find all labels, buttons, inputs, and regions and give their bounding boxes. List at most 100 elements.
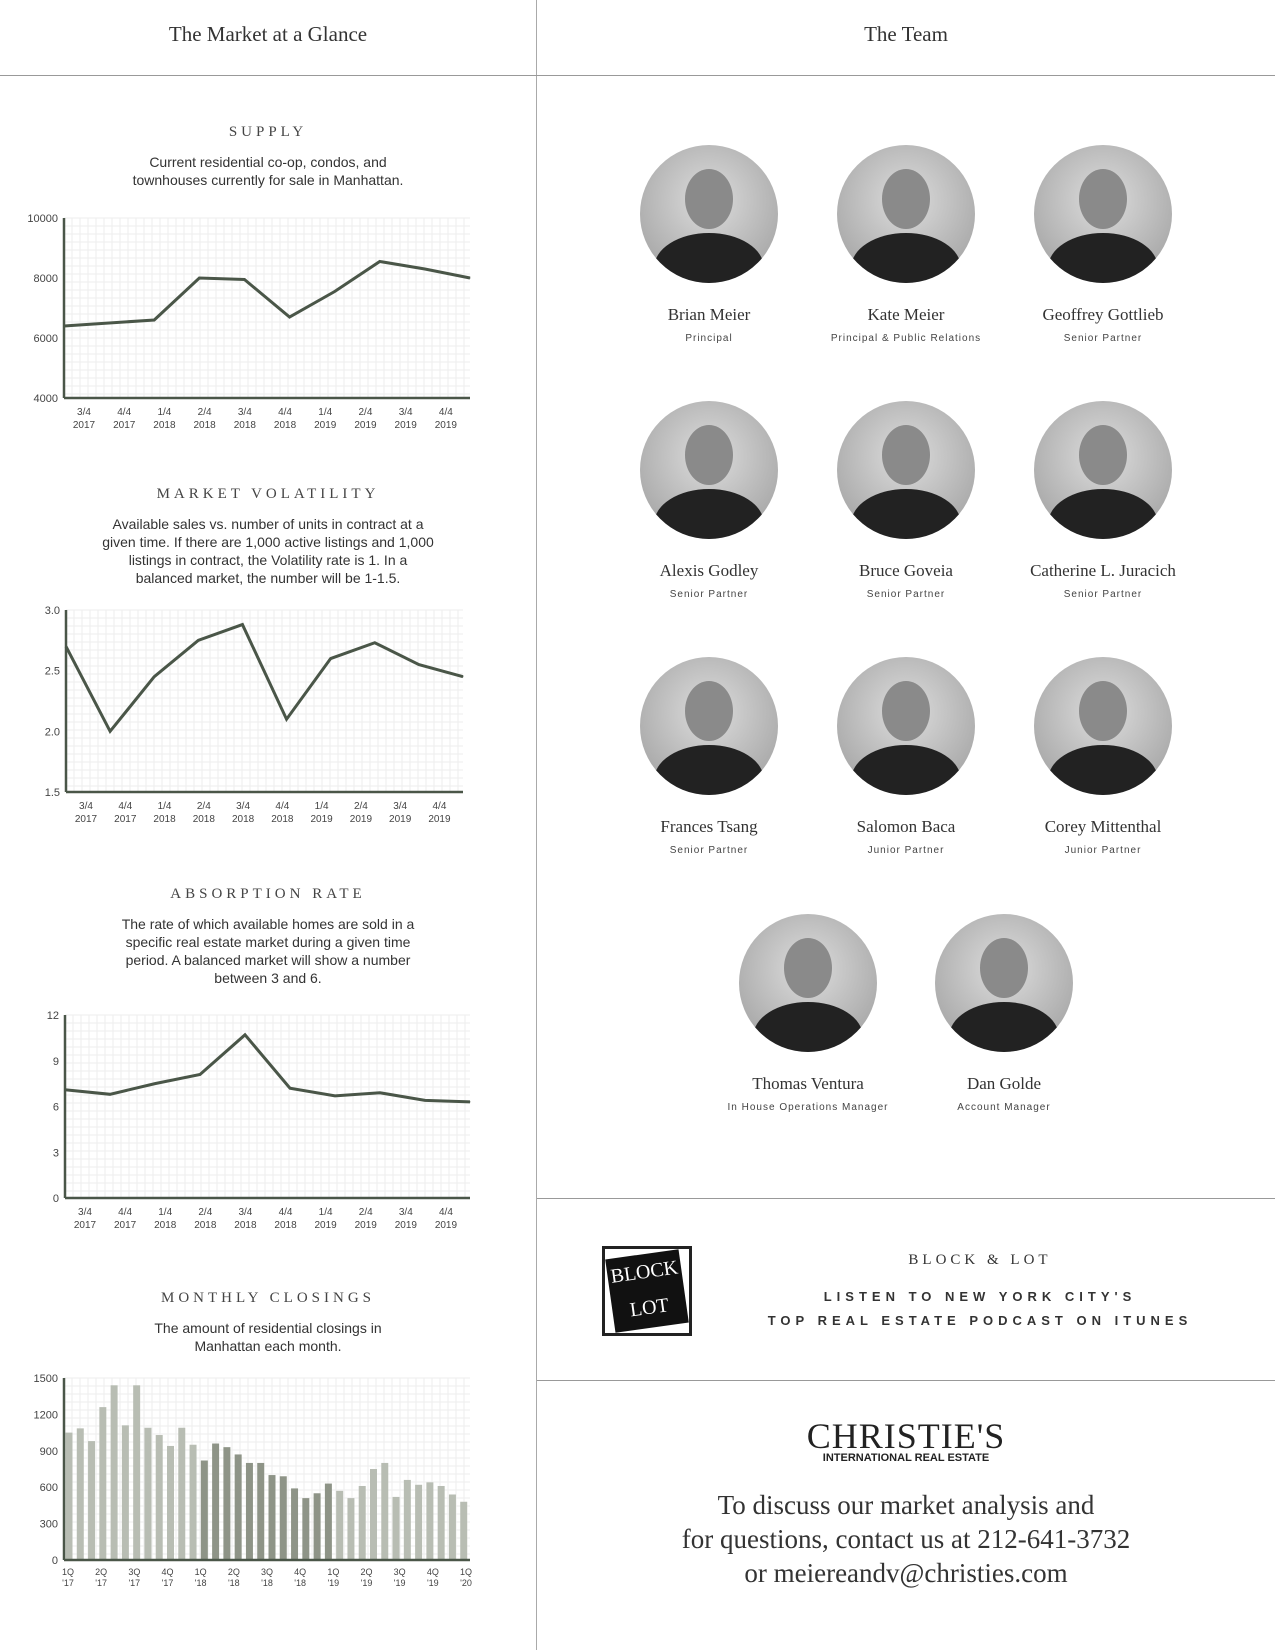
bar (381, 1462, 389, 1560)
bar (257, 1462, 265, 1560)
data-point (334, 1095, 336, 1097)
x-tick-label: 2018 (274, 1220, 297, 1231)
x-tick-label: '17 (62, 1578, 74, 1588)
x-tick-label: 3Q (261, 1567, 273, 1577)
christies-contact: CHRISTIE'S INTERNATIONAL REAL ESTATE To … (537, 1418, 1275, 1590)
x-tick-label: '17 (162, 1578, 174, 1588)
x-tick-label: 3Q (394, 1567, 406, 1577)
data-point (63, 325, 65, 327)
closings-chart: 0300600900120015001Q'172Q'173Q'174Q'171Q… (34, 1373, 472, 1588)
member-name: Catherine L. Juracich (1030, 561, 1176, 580)
x-tick-label: 2/4 (354, 801, 368, 812)
bar (234, 1454, 242, 1560)
member-role: Junior Partner (1064, 845, 1142, 856)
y-tick-label: 2.5 (45, 666, 60, 678)
member-name: Kate Meier (867, 305, 945, 324)
bar (155, 1435, 163, 1560)
y-tick-label: 0 (52, 1555, 58, 1567)
data-point (197, 639, 199, 641)
x-tick-label: 2017 (114, 1220, 137, 1231)
bar (437, 1485, 445, 1560)
team-member: Alexis Godley Senior Partner (609, 401, 809, 600)
x-tick-label: 2/4 (359, 1207, 373, 1218)
member-role: Account Manager (957, 1102, 1051, 1113)
data-point (64, 1089, 66, 1091)
divider (537, 1380, 1275, 1381)
x-tick-label: 1/4 (318, 407, 332, 418)
bar (403, 1479, 411, 1560)
x-tick-label: 4/4 (118, 1207, 132, 1218)
x-tick-label: 2019 (354, 420, 377, 431)
data-point (424, 268, 426, 270)
avatar (1034, 401, 1172, 539)
bar (415, 1484, 423, 1560)
x-tick-label: 4/4 (117, 407, 131, 418)
x-tick-label: 1Q (195, 1567, 207, 1577)
bar (291, 1488, 299, 1560)
team-heading: The Team (864, 22, 948, 46)
x-tick-label: 1/4 (158, 1207, 172, 1218)
x-tick-label: 2019 (355, 1220, 378, 1231)
member-name: Corey Mittenthal (1044, 817, 1162, 836)
x-tick-label: 1Q (460, 1567, 472, 1577)
avatar (739, 914, 877, 1052)
data-point (154, 1083, 156, 1085)
bar (460, 1501, 468, 1560)
x-tick-label: 4/4 (279, 1207, 293, 1218)
y-tick-label: 2.0 (45, 726, 60, 738)
x-tick-label: 2018 (234, 1220, 257, 1231)
x-tick-label: 3/4 (399, 407, 413, 418)
bar (268, 1475, 276, 1560)
absorption-desc: The rate of which available homes are so… (121, 916, 415, 986)
member-name: Salomon Baca (856, 817, 956, 836)
team-member: Catherine L. Juracich Senior Partner (1003, 401, 1203, 600)
x-tick-label: '18 (294, 1578, 306, 1588)
contact-line3[interactable]: or meiereandv@christies.com (744, 1558, 1068, 1588)
x-tick-label: 2017 (114, 814, 137, 825)
x-tick-label: '20 (460, 1578, 472, 1588)
x-tick-label: 2019 (315, 1220, 338, 1231)
x-tick-label: 3/4 (238, 1207, 252, 1218)
data-point (379, 1092, 381, 1094)
column-divider (536, 0, 537, 1650)
bar (178, 1427, 186, 1560)
x-tick-label: 2018 (153, 814, 176, 825)
bar (448, 1494, 456, 1560)
member-role: Principal (685, 333, 733, 344)
bar (99, 1407, 107, 1560)
x-tick-label: 3Q (128, 1567, 140, 1577)
x-tick-label: 2018 (194, 420, 217, 431)
team-member: Salomon Baca Junior Partner (806, 657, 1006, 856)
x-tick-label: 1/4 (157, 407, 171, 418)
y-tick-label: 4000 (34, 393, 58, 405)
bar (189, 1444, 197, 1560)
x-tick-label: 2018 (271, 814, 294, 825)
market-heading: The Market at a Glance (168, 22, 368, 46)
contact-line2[interactable]: for questions, contact us at 212-641-373… (681, 1524, 1131, 1554)
y-tick-label: 300 (40, 1519, 58, 1531)
avatar (837, 401, 975, 539)
x-tick-label: '18 (195, 1578, 207, 1588)
y-tick-label: 1.5 (45, 787, 60, 799)
bar (279, 1476, 287, 1560)
supply-chart: 4000 6000 8000 10000 3/4 2017 4/4 2017 1/4 2018 2/… (27, 213, 471, 431)
member-role: Senior Partner (1063, 589, 1143, 600)
data-line (64, 622, 464, 735)
x-tick-label: 4/4 (275, 801, 289, 812)
team-member: Kate Meier Principal & Public Relations (806, 145, 1006, 344)
data-point (109, 1093, 111, 1095)
team-member: Dan Golde Account Manager (904, 914, 1104, 1113)
x-tick-label: 2018 (193, 814, 216, 825)
data-point (379, 261, 381, 262)
absorption-chart: 0 3 6 9 12 3/4 2017 4/4 2017 1/4 2018 2/4 2018 3/4 201… (47, 1010, 471, 1231)
member-role: Principal & Public Relations (830, 333, 982, 344)
bar (212, 1443, 220, 1560)
x-tick-label: 3/4 (393, 801, 407, 812)
x-tick-label: 2017 (74, 1220, 97, 1231)
data-point (424, 1099, 426, 1101)
y-tick-label: 10000 (27, 213, 58, 225)
x-tick-label: 2017 (75, 814, 98, 825)
x-tick-label: 4Q (161, 1567, 173, 1577)
y-tick-label: 6 (53, 1102, 59, 1114)
data-point (374, 642, 376, 644)
